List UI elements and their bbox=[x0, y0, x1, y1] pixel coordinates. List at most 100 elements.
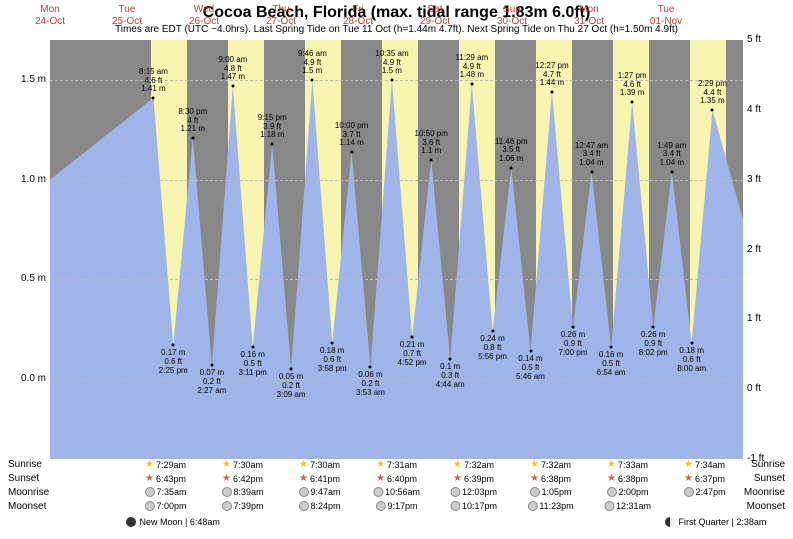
sunrise-time: ★7:30am bbox=[299, 459, 340, 470]
footer: SunriseSunrise★7:29am★7:30am★7:30am★7:31… bbox=[0, 459, 793, 539]
sunrise-time: ★7:32am bbox=[530, 459, 571, 470]
sunset-time: ★6:39pm bbox=[453, 473, 494, 484]
star-icon: ★ bbox=[453, 459, 462, 470]
tide-label: 10:35 am4.9 ft1.5 m bbox=[375, 50, 408, 76]
tide-point bbox=[631, 100, 634, 103]
star-icon: ★ bbox=[684, 459, 693, 470]
sunset-time: ★6:42pm bbox=[222, 473, 263, 484]
moonset-time: 7:00pm bbox=[144, 501, 186, 511]
sunrise-time: ★7:31am bbox=[376, 459, 417, 470]
date-label: Mon24-Oct bbox=[35, 4, 65, 28]
moon-icon bbox=[683, 487, 693, 497]
y-tick-right: 3 ft bbox=[747, 174, 761, 185]
tide-label: 9:46 am4.9 ft1.5 m bbox=[298, 50, 327, 76]
star-icon: ★ bbox=[684, 473, 693, 484]
grid-line bbox=[50, 279, 743, 280]
star-icon: ★ bbox=[607, 473, 616, 484]
tide-label: 0.18 m0.6 ft8:00 am bbox=[677, 347, 706, 373]
moonset-time: 9:17pm bbox=[375, 501, 417, 511]
moonset-time: 11:23pm bbox=[527, 501, 573, 511]
star-icon: ★ bbox=[530, 459, 539, 470]
y-tick-right: 2 ft bbox=[747, 244, 761, 255]
tide-label: 0.07 m0.2 ft2:27 am bbox=[197, 369, 226, 395]
moonset-time: 7:39pm bbox=[221, 501, 263, 511]
sunset-time: ★6:38pm bbox=[530, 473, 571, 484]
star-icon: ★ bbox=[299, 473, 308, 484]
footer-row-label-left: Moonset bbox=[8, 501, 46, 512]
tide-point bbox=[369, 366, 372, 369]
star-icon: ★ bbox=[222, 459, 231, 470]
date-label: Tue01-Nov bbox=[650, 4, 682, 28]
tide-point bbox=[231, 84, 234, 87]
tide-label: 8:15 am4.6 ft1.41 m bbox=[139, 68, 168, 94]
tide-label: 1:27 pm4.6 ft1.39 m bbox=[618, 72, 647, 98]
tide-point bbox=[430, 158, 433, 161]
moon-icon bbox=[606, 487, 616, 497]
tide-label: 0.16 m0.5 ft3:11 pm bbox=[239, 351, 267, 377]
date-label: Fri28-Oct bbox=[343, 4, 373, 28]
tide-point bbox=[172, 344, 175, 347]
star-icon: ★ bbox=[376, 459, 385, 470]
tide-label: 0.24 m0.8 ft5:56 pm bbox=[478, 335, 507, 361]
star-icon: ★ bbox=[222, 473, 231, 484]
y-tick-left: 1.0 m bbox=[21, 174, 46, 185]
tide-point bbox=[311, 78, 314, 81]
moonset-time: 10:17pm bbox=[450, 501, 497, 511]
tide-point bbox=[652, 326, 655, 329]
star-icon: ★ bbox=[299, 459, 308, 470]
moonset-time: 12:31am bbox=[604, 501, 651, 511]
moon-icon bbox=[604, 501, 614, 511]
tide-point bbox=[191, 136, 194, 139]
star-icon: ★ bbox=[145, 459, 154, 470]
footer-row-label-right: Moonrise bbox=[744, 487, 785, 498]
tide-label: 0.21 m0.7 ft4:52 pm bbox=[398, 341, 427, 367]
tide-point bbox=[510, 166, 513, 169]
tide-label: 1:49 am3.4 ft1.04 m bbox=[657, 142, 686, 168]
tide-point bbox=[690, 342, 693, 345]
y-tick-left: 0.0 m bbox=[21, 373, 46, 384]
tide-point bbox=[550, 90, 553, 93]
footer-row-label-right: Sunset bbox=[754, 473, 785, 484]
moon-icon bbox=[221, 487, 231, 497]
moonrise-time: 2:47pm bbox=[683, 487, 725, 497]
tide-label: 0.18 m0.6 ft3:58 pm bbox=[318, 347, 347, 373]
tide-label: 11:46 pm3.5 ft1.06 m bbox=[495, 138, 528, 164]
moonrise-time: 9:47am bbox=[298, 487, 340, 497]
moon-icon bbox=[298, 487, 308, 497]
tide-point bbox=[210, 364, 213, 367]
date-label: Wed26-Oct bbox=[189, 4, 219, 28]
moon-icon bbox=[529, 487, 539, 497]
tide-point bbox=[411, 336, 414, 339]
moonrise-time: 12:03pm bbox=[450, 487, 497, 497]
tide-label: 0.06 m0.2 ft3:53 am bbox=[356, 371, 385, 397]
star-icon: ★ bbox=[145, 473, 154, 484]
moon-icon bbox=[527, 501, 537, 511]
tide-point bbox=[350, 150, 353, 153]
footer-row-label-left: Sunset bbox=[8, 473, 39, 484]
moon-icon bbox=[221, 501, 231, 511]
tide-point bbox=[390, 78, 393, 81]
star-icon: ★ bbox=[530, 473, 539, 484]
tide-label: 10:50 pm3.6 ft1.1 m bbox=[415, 130, 448, 156]
sunset-time: ★6:43pm bbox=[145, 473, 186, 484]
date-label: Mon31-Oct bbox=[574, 4, 604, 28]
tide-label: 0.16 m0.5 ft6:54 am bbox=[597, 351, 626, 377]
tide-label: 0.1 m0.3 ft4:44 am bbox=[436, 363, 465, 389]
sunrise-time: ★7:30am bbox=[222, 459, 263, 470]
moonrise-time: 2:00pm bbox=[606, 487, 648, 497]
moon-icon bbox=[450, 487, 460, 497]
y-tick-left: 0.5 m bbox=[21, 273, 46, 284]
grid-line bbox=[50, 180, 743, 181]
sunset-time: ★6:41pm bbox=[299, 473, 340, 484]
moon-icon bbox=[373, 487, 383, 497]
moon-icon bbox=[375, 501, 385, 511]
moon-phase-icon bbox=[126, 517, 136, 527]
tide-point bbox=[290, 368, 293, 371]
tide-point bbox=[571, 326, 574, 329]
tide-point bbox=[491, 330, 494, 333]
tide-curve bbox=[50, 40, 743, 459]
tide-label: 12:27 pm4.7 ft1.44 m bbox=[535, 62, 568, 88]
moonset-time: 8:24pm bbox=[298, 501, 340, 511]
tide-point bbox=[590, 170, 593, 173]
tide-label: 0.14 m0.5 ft5:46 am bbox=[516, 355, 545, 381]
